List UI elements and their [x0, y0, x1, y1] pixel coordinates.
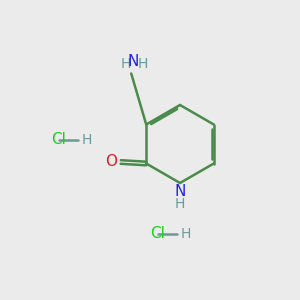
Text: H: H [121, 56, 131, 70]
Text: N: N [174, 184, 186, 200]
Text: H: H [175, 197, 185, 212]
Text: H: H [82, 133, 92, 146]
Text: Cl: Cl [51, 132, 66, 147]
Text: H: H [181, 227, 191, 241]
Text: Cl: Cl [150, 226, 165, 242]
Text: O: O [105, 154, 117, 169]
Text: H: H [138, 56, 148, 70]
Text: N: N [127, 54, 138, 69]
